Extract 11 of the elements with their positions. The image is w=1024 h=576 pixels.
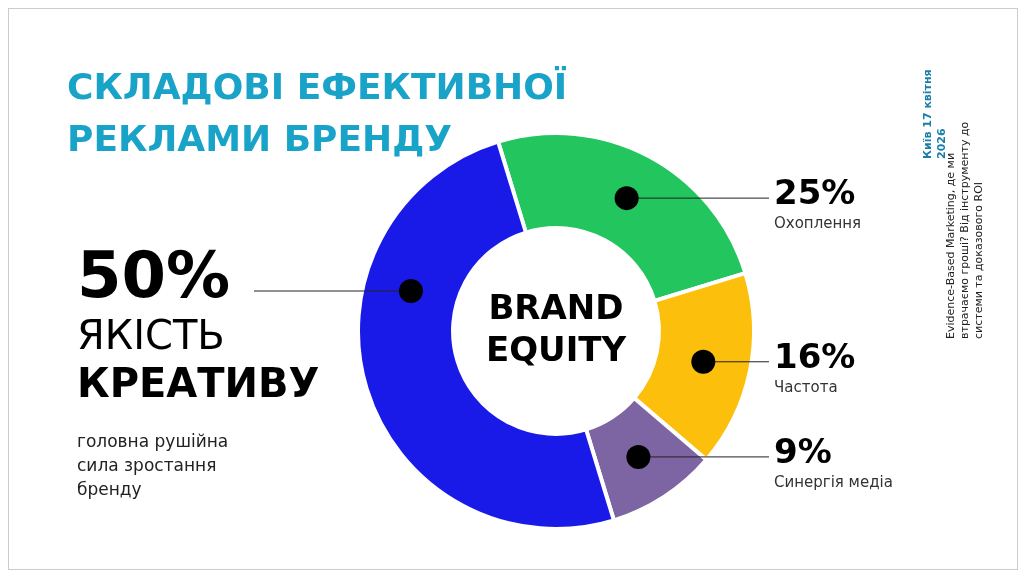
text: головна рушійна сила зростання бренду <box>77 430 230 501</box>
data-label: 9% <box>774 430 832 471</box>
data-label: 25% <box>774 172 856 213</box>
chart-title: СКЛАДОВІ ЕФЕКТИВНОЇ РЕКЛАМИ БРЕНДУ <box>67 65 569 161</box>
text: BRAND EQUITY <box>485 286 627 369</box>
data-label: 50% <box>77 238 231 312</box>
slice-label: Охоплення <box>774 214 862 233</box>
slice-label: Частота <box>774 377 838 396</box>
data-label: 16% <box>774 335 856 376</box>
slice-label: ЯКІСТЬ КРЕАТИВУ <box>77 312 320 406</box>
slice-label: Синергія медіа <box>774 472 893 491</box>
